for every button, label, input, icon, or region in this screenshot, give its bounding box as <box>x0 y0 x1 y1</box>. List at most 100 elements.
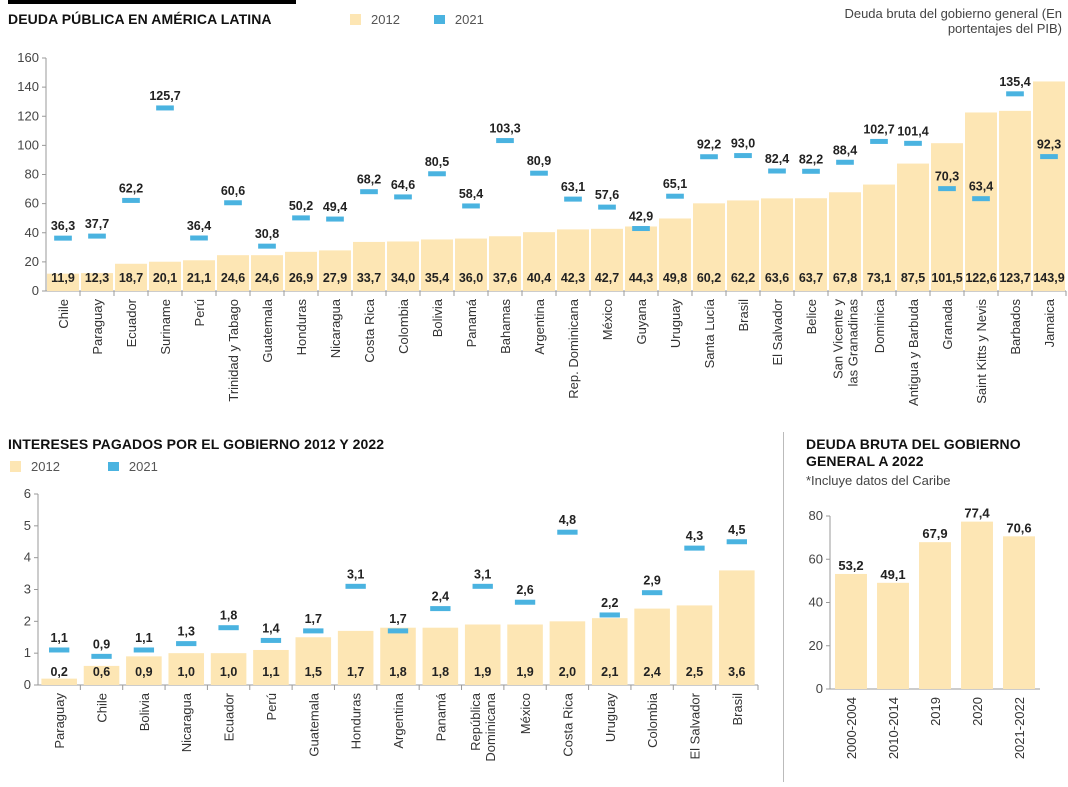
value-label-2021: 70,3 <box>935 170 959 184</box>
y-tick-label: 160 <box>17 50 39 65</box>
category-label: Granada <box>940 298 955 349</box>
marker-2021 <box>726 539 747 545</box>
value-label-2012: 60,2 <box>697 271 721 285</box>
legend2-item-2021: 2021 <box>107 459 158 474</box>
value-label-2021: 49,4 <box>323 200 347 214</box>
marker-2021 <box>904 140 922 146</box>
value-label-2021: 102,7 <box>863 122 894 136</box>
value-label-2012: 3,6 <box>728 665 745 679</box>
value-label-2012: 1,8 <box>389 665 406 679</box>
value-label: 49,1 <box>880 567 905 582</box>
marker-2021 <box>666 193 684 199</box>
bar-2012 <box>455 238 487 291</box>
y-tick-label: 1 <box>24 645 31 660</box>
value-label-2021: 4,3 <box>686 529 703 543</box>
chart2-legend: 2012 2021 <box>10 459 158 474</box>
legend-swatch-2012 <box>350 14 361 25</box>
bar-2012 <box>168 653 205 685</box>
bar-2012 <box>380 627 416 685</box>
value-label-2012: 42,7 <box>595 271 619 285</box>
bar-2012 <box>295 637 332 685</box>
value-label-2021: 3,1 <box>347 567 364 581</box>
value-label-2012: 1,7 <box>347 665 364 679</box>
value-label-2021: 60,6 <box>221 184 245 198</box>
bar-2012 <box>47 273 79 291</box>
bar-2012 <box>353 241 385 291</box>
category-label: Antigua y Barbuda <box>906 298 921 406</box>
marker-2021 <box>734 153 752 159</box>
bar-2012 <box>210 653 247 685</box>
value-label-2021: 2,9 <box>643 574 660 588</box>
value-label-2021: 3,1 <box>474 567 491 581</box>
bar-2012 <box>81 273 113 291</box>
category-label: Uruguay <box>668 299 683 349</box>
value-label-2021: 2,2 <box>601 596 618 610</box>
category-label: 2021-2022 <box>1012 697 1027 759</box>
value-label-2012: 62,2 <box>731 271 755 285</box>
value-label-2021: 62,2 <box>119 181 143 195</box>
bar-2012 <box>625 226 657 291</box>
value-label-2021: 42,9 <box>629 210 653 224</box>
chart3-subtitle: *Incluye datos del Caribe <box>806 473 951 488</box>
marker-2021 <box>564 196 582 202</box>
category-label: 2000-2004 <box>844 697 859 759</box>
bar-2012 <box>659 218 691 291</box>
value-label-2012: 1,0 <box>178 665 195 679</box>
y-tick-label: 4 <box>24 550 31 565</box>
value-label-2021: 1,7 <box>389 612 406 626</box>
bar-2012 <box>1003 536 1035 689</box>
marker-2021 <box>430 606 451 612</box>
marker-2021 <box>122 197 140 203</box>
category-label: Barbados <box>1008 299 1023 355</box>
category-label: Colombia <box>645 692 660 748</box>
bar-2012 <box>319 250 351 291</box>
value-label-2021: 58,4 <box>459 187 483 201</box>
marker-2021 <box>496 138 514 144</box>
bar-2012 <box>489 236 521 291</box>
bar-2012 <box>693 203 725 291</box>
value-label-2021: 64,6 <box>391 178 415 192</box>
marker-2021 <box>870 138 888 144</box>
value-label-2021: 101,4 <box>897 124 928 138</box>
bar-2012 <box>523 232 555 291</box>
value-label-2012: 63,6 <box>765 271 789 285</box>
category-label: Perú <box>192 299 207 326</box>
value-label-2021: 80,5 <box>425 155 449 169</box>
bar-2012 <box>337 630 374 685</box>
value-label-2021: 125,7 <box>149 89 180 103</box>
marker-2021 <box>938 186 956 192</box>
y-tick-label: 20 <box>809 638 823 653</box>
category-label: las Granadinas <box>846 299 861 387</box>
y-tick-label: 0 <box>24 677 31 692</box>
marker-2021 <box>530 170 548 176</box>
category-label: Argentina <box>532 298 547 354</box>
category-label: Costa Rica <box>362 298 377 362</box>
value-label-2021: 36,3 <box>51 219 75 233</box>
marker-2021 <box>472 583 493 589</box>
bar-2012 <box>919 542 951 689</box>
y-tick-label: 100 <box>17 137 39 152</box>
marker-2021 <box>345 583 366 589</box>
category-label: Panamá <box>464 298 479 347</box>
bar-2012 <box>253 649 289 685</box>
value-label-2021: 2,6 <box>516 583 533 597</box>
category-label: Rep. Dominicana <box>566 298 581 398</box>
bar-2012 <box>727 200 759 291</box>
value-label-2012: 0,9 <box>135 665 152 679</box>
value-label: 77,4 <box>964 506 990 521</box>
bar-2012 <box>835 573 867 689</box>
bar-2012 <box>285 251 317 291</box>
value-label-2012: 1,1 <box>262 665 279 679</box>
value-label: 67,9 <box>922 526 947 541</box>
category-label: Saint Kitts y Nevis <box>974 299 989 404</box>
value-label-2012: 1,9 <box>474 665 491 679</box>
bar-2012 <box>421 239 453 291</box>
value-label-2012: 2,0 <box>559 665 576 679</box>
category-label: México <box>518 693 533 734</box>
bar-2012 <box>591 228 623 291</box>
value-label-2021: 30,8 <box>255 227 279 241</box>
marker-2021 <box>292 215 310 221</box>
category-label: Paraguay <box>90 299 105 355</box>
y-tick-label: 40 <box>809 595 823 610</box>
bar-2012 <box>863 184 895 291</box>
